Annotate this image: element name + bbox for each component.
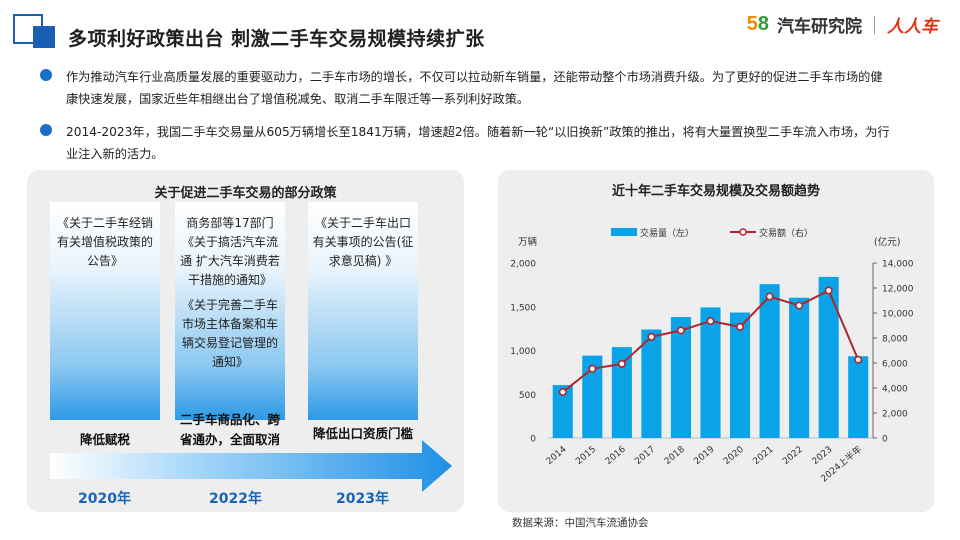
y-right-tick-label: 6,000: [882, 360, 908, 370]
brand-name: 汽车研究院: [777, 17, 862, 37]
legend-bar-swatch: [611, 228, 637, 236]
x-tick-label: 2020: [722, 444, 746, 467]
volume-bar: [611, 347, 632, 438]
x-tick-label: 2014: [545, 444, 569, 467]
policy-panel-title: 关于促进二手车交易的部分政策: [154, 186, 337, 201]
volume-bar: [730, 312, 751, 438]
policy-item: 《关于二手车出口有关事项的公告(征求意见稿) 》: [312, 216, 414, 268]
legend-label-amount: 交易额（右）: [759, 227, 813, 239]
chart-title: 近十年二手车交易规模及交易额趋势: [612, 183, 820, 199]
x-tick-label: 2022: [781, 445, 805, 467]
policy-effect-tag: 降低赋税: [79, 432, 130, 447]
bullet-text: 2014-2023年，我国二手车交易量从605万辆增长至1841万辆，增速超2倍…: [66, 125, 890, 161]
bullet-paragraph-2: 2014-2023年，我国二手车交易量从605万辆增长至1841万辆，增速超2倍…: [40, 121, 890, 165]
y-right-tick-label: 8,000: [882, 335, 908, 345]
y-right-tick-label: 14,000: [882, 260, 914, 270]
y-left-tick-label: 1,000: [510, 347, 536, 357]
y-left-tick-label: 2,000: [510, 260, 536, 270]
bullet-paragraph-1: 作为推动汽车行业高质量发展的重要驱动力，二手车市场的增长，不仅可以拉动新车销量，…: [40, 66, 890, 110]
timeline-arrow-icon: [50, 440, 452, 492]
brand-divider: [874, 15, 875, 34]
y-right-unit: (亿元): [874, 236, 900, 248]
volume-bar: [789, 297, 810, 438]
renrenche-logo: 人人车: [887, 17, 938, 37]
y-left-tick-label: 500: [519, 391, 536, 401]
volume-bar: [848, 356, 869, 438]
amount-point: [824, 286, 833, 295]
bullet-dot-icon: [40, 124, 52, 136]
y-right-tick-label: 0: [882, 435, 888, 445]
policy-list: 《关于二手车经销有关增值税政策的公告》: [54, 214, 156, 271]
x-tick-label: 2021: [752, 445, 776, 467]
trade-volume-chart: 近十年二手车交易规模及交易额趋势 交易量（左） 交易额（右） 万辆 (亿元) 0…: [510, 183, 914, 484]
y-right-tick-label: 2,000: [882, 410, 908, 420]
amount-point: [706, 317, 715, 326]
policy-column-2020: 《关于二手车经销有关增值税政策的公告》 降低赋税: [50, 202, 160, 447]
timeline-year-2020: 2020年: [78, 491, 131, 507]
x-tick-label: 2017: [633, 445, 657, 467]
amount-point: [736, 322, 745, 331]
amount-point: [647, 332, 656, 341]
policy-list: 商务部等17部门《关于搞活汽车流通 扩大汽车消费若干措施的通知》 《关于完善二手…: [179, 214, 281, 372]
volume-bar: [818, 276, 839, 438]
policy-panel: 关于促进二手车交易的部分政策 《关于二手车经销有关增值税政策的公告》 降低赋税 …: [27, 170, 464, 512]
policy-effect-tag: 降低出口资质门槛: [312, 426, 413, 441]
y-left-tick-label: 1,500: [510, 303, 536, 313]
amount-point: [854, 355, 863, 364]
x-tick-label: 2016: [604, 444, 628, 467]
volume-bar: [700, 307, 721, 438]
volume-bar: [582, 355, 603, 438]
volume-bar: [641, 329, 662, 438]
legend-line-marker: [739, 228, 747, 236]
volume-bar: [670, 317, 691, 438]
y-left-tick-label: 0: [530, 435, 536, 445]
amount-point: [676, 326, 685, 335]
amount-point: [588, 364, 597, 373]
page-title: 多项利好政策出台 刺激二手车交易规模持续扩张: [68, 28, 485, 50]
policy-column-2023: 《关于二手车出口有关事项的公告(征求意见稿) 》 降低出口资质门槛: [308, 202, 418, 441]
amount-point: [795, 301, 804, 310]
brand-58-logo: 58: [746, 13, 769, 35]
policy-list: 《关于二手车出口有关事项的公告(征求意见稿) 》: [312, 214, 414, 271]
amount-point: [617, 359, 626, 368]
policy-item: 商务部等17部门《关于搞活汽车流通 扩大汽车消费若干措施的通知》: [180, 216, 280, 287]
chart-legend: 交易量（左） 交易额（右）: [611, 227, 813, 239]
x-tick-label: 2023: [811, 445, 835, 467]
x-tick-label: 2015: [574, 445, 598, 467]
timeline-year-2023: 2023年: [336, 491, 389, 507]
timeline-year-2022: 2022年: [209, 491, 262, 507]
amount-point: [558, 388, 567, 397]
brand-logos: 58 汽车研究院 人人车: [747, 12, 938, 37]
amount-point: [765, 292, 774, 301]
legend-label-volume: 交易量（左）: [640, 227, 694, 239]
policy-column-2022: 商务部等17部门《关于搞活汽车流通 扩大汽车消费若干措施的通知》 《关于完善二手…: [175, 202, 285, 467]
bullet-text: 作为推动汽车行业高质量发展的重要驱动力，二手车市场的增长，不仅可以拉动新车销量，…: [66, 70, 883, 106]
y-left-unit: 万辆: [518, 236, 538, 248]
y-right-tick-label: 10,000: [882, 310, 914, 320]
data-source: 数据来源：中国汽车流通协会: [512, 517, 649, 529]
chart-panel: 近十年二手车交易规模及交易额趋势 交易量（左） 交易额（右） 万辆 (亿元) 0…: [498, 170, 934, 512]
x-tick-label: 2018: [663, 444, 687, 467]
bullet-dot-icon: [40, 69, 52, 81]
volume-bar: [759, 284, 780, 438]
x-tick-label: 2019: [692, 444, 716, 467]
title-deco-square-filled: [33, 26, 55, 48]
y-right-tick-label: 12,000: [882, 285, 914, 295]
policy-item: 《关于二手车经销有关增值税政策的公告》: [56, 216, 153, 268]
policy-item: 《关于完善二手车市场主体备案和车辆交易登记管理的通知》: [181, 298, 278, 369]
y-right-tick-label: 4,000: [882, 385, 908, 395]
volume-bar: [552, 385, 573, 438]
